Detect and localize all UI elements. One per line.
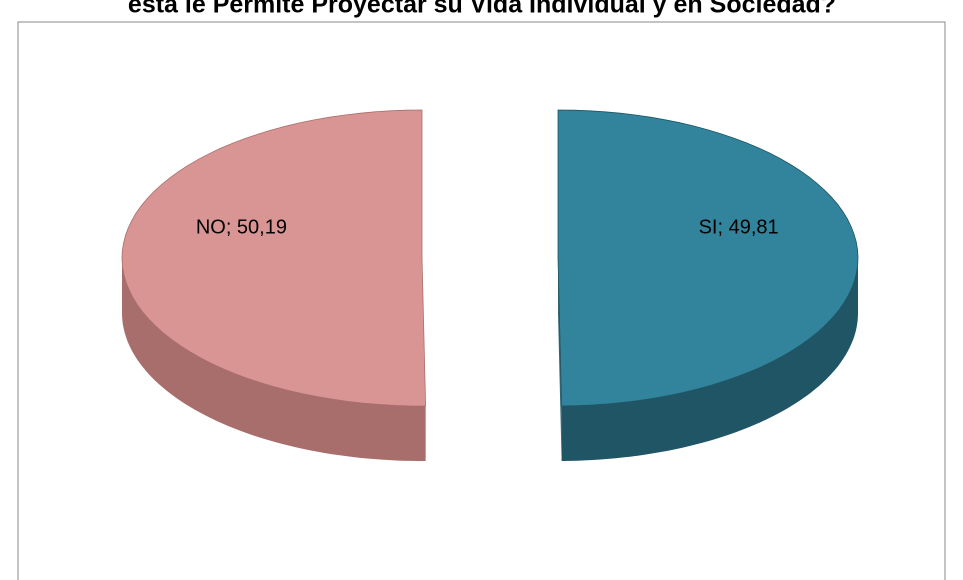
slice-side <box>561 258 858 461</box>
slice <box>121 109 427 407</box>
slice-side <box>122 258 426 461</box>
data-label: SI; 49,81 <box>699 216 779 238</box>
chart-title: esta le Permite Proyectar su Vida Indivi… <box>128 0 836 19</box>
slice <box>557 109 859 407</box>
data-label: NO; 50,19 <box>196 216 287 238</box>
